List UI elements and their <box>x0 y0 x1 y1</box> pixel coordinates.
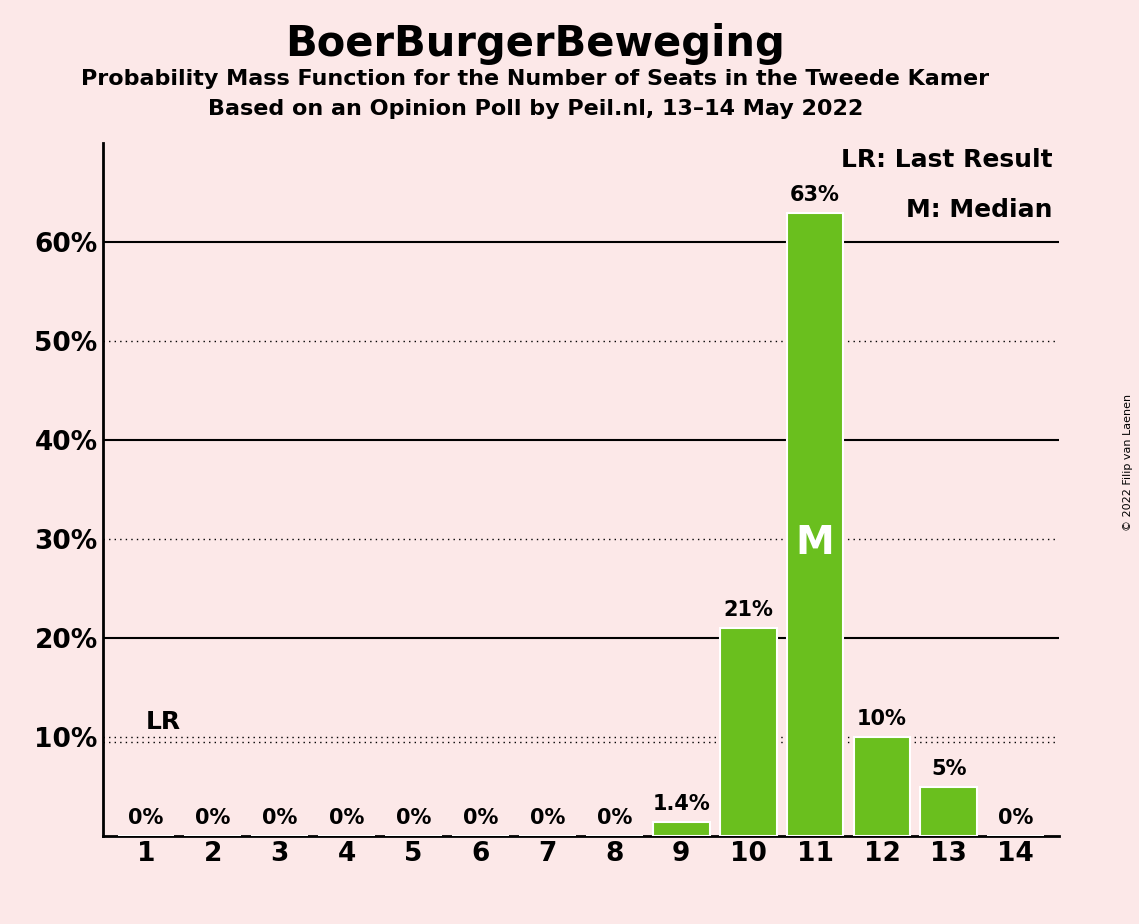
Bar <box>853 737 910 836</box>
Text: LR: Last Result: LR: Last Result <box>841 148 1052 172</box>
Text: M: Median: M: Median <box>907 198 1052 222</box>
Text: 21%: 21% <box>723 601 773 620</box>
Text: 0%: 0% <box>998 808 1033 828</box>
Text: 0%: 0% <box>129 808 164 828</box>
Text: 0%: 0% <box>597 808 632 828</box>
Text: LR: LR <box>146 711 181 735</box>
Text: 0%: 0% <box>530 808 565 828</box>
Bar <box>787 213 844 836</box>
Text: 63%: 63% <box>790 185 839 204</box>
Text: 1.4%: 1.4% <box>653 795 710 814</box>
Text: 0%: 0% <box>396 808 432 828</box>
Text: 10%: 10% <box>857 710 907 729</box>
Bar <box>920 786 977 836</box>
Text: 0%: 0% <box>195 808 230 828</box>
Text: 0%: 0% <box>462 808 498 828</box>
Text: 5%: 5% <box>931 759 967 779</box>
Bar <box>653 822 710 836</box>
Text: Based on an Opinion Poll by Peil.nl, 13–14 May 2022: Based on an Opinion Poll by Peil.nl, 13–… <box>207 99 863 119</box>
Bar <box>720 628 777 836</box>
Text: BoerBurgerBeweging: BoerBurgerBeweging <box>286 23 785 65</box>
Text: M: M <box>796 524 835 562</box>
Text: 0%: 0% <box>262 808 297 828</box>
Text: 0%: 0% <box>329 808 364 828</box>
Text: Probability Mass Function for the Number of Seats in the Tweede Kamer: Probability Mass Function for the Number… <box>81 69 990 90</box>
Text: © 2022 Filip van Laenen: © 2022 Filip van Laenen <box>1123 394 1133 530</box>
